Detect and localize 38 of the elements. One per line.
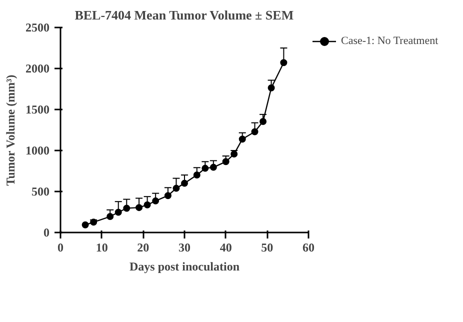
point (193, 172, 200, 179)
x-tick-label: 30 (178, 240, 190, 254)
point (172, 184, 180, 192)
point (230, 150, 238, 158)
y-tick-label: 0 (44, 226, 50, 240)
point (222, 158, 230, 166)
y-tick-label: 1500 (26, 102, 50, 116)
point (152, 197, 160, 204)
legend-label: Case-1: No Treatment (341, 35, 438, 47)
y-tick-label: 1000 (26, 144, 50, 158)
x-tick-label: 0 (58, 240, 64, 254)
point (260, 118, 267, 125)
y-axis-title: Tumor Volume (mm³) (4, 74, 18, 186)
point (90, 218, 98, 226)
point (144, 201, 151, 208)
point (251, 128, 258, 136)
point (181, 180, 188, 187)
point (268, 84, 275, 92)
x-tick-label: 50 (261, 240, 274, 254)
point (210, 164, 217, 171)
x-tick-label: 20 (137, 240, 150, 254)
point (114, 208, 122, 216)
point (280, 59, 288, 66)
x-tick-label: 60 (302, 240, 314, 254)
point (164, 192, 172, 200)
chart-title: BEL-7404 Mean Tumor Volume ± SEM (74, 8, 294, 22)
x-tick-label: 10 (96, 240, 108, 254)
point (82, 221, 89, 228)
point (106, 213, 114, 220)
point (136, 204, 143, 212)
point (238, 136, 246, 143)
y-tick-label: 2500 (26, 20, 50, 34)
y-tick-label: 500 (32, 184, 50, 198)
y-tick-label: 2000 (26, 62, 50, 76)
x-tick-label: 40 (220, 240, 232, 254)
point (123, 204, 130, 212)
point (202, 164, 209, 172)
x-axis-title: Days post inoculation (129, 260, 240, 274)
